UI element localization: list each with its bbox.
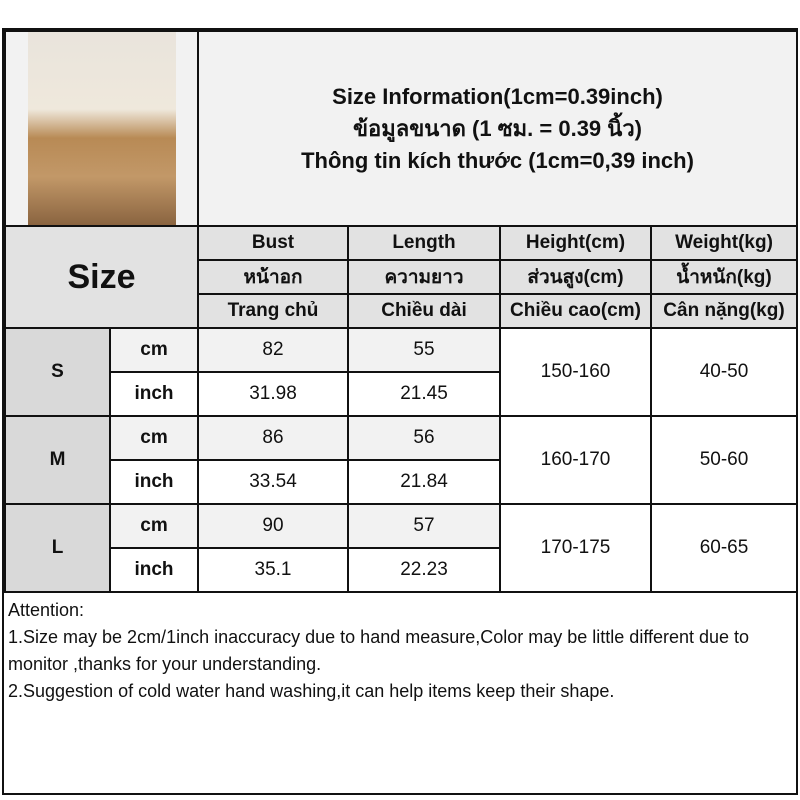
size-l: L (4, 503, 111, 593)
length-inch: 21.45 (347, 371, 501, 417)
header-weight-vi: Cân nặng(kg) (650, 293, 798, 329)
bust-cm: 86 (197, 415, 349, 461)
table-row: M cm 86 56 160-170 50-60 (4, 415, 798, 505)
table-row: inch 35.1 22.23 (5, 547, 797, 593)
size-chart: Size Information(1cm=0.39inch) ข้อมูลขนา… (2, 28, 798, 795)
table-row: S cm 82 55 150-160 40-50 (4, 327, 798, 417)
unit-cm: cm (109, 327, 199, 373)
table-row: L cm 90 57 170-175 60-65 (4, 503, 798, 593)
header-length-vi: Chiều dài (347, 293, 501, 329)
header-bust-vi: Trang chủ (197, 293, 349, 329)
bust-cm: 82 (197, 327, 349, 373)
bust-inch: 33.54 (197, 459, 349, 505)
header-length: Length (347, 225, 501, 261)
header-height-thai: ส่วนสูง(cm) (499, 259, 652, 295)
title-vietnamese: Thông tin kích thước (1cm=0,39 inch) (301, 147, 694, 173)
size-header: Size (4, 225, 199, 329)
header-height: Height(cm) (499, 225, 652, 261)
table-row: inch 31.98 21.45 (5, 371, 797, 417)
unit-inch: inch (109, 459, 199, 505)
header-weight: Weight(kg) (650, 225, 798, 261)
weight-range: 50-60 (650, 415, 798, 505)
length-inch: 21.84 (347, 459, 501, 505)
attention-notes: Attention: 1.Size may be 2cm/1inch inacc… (4, 595, 796, 707)
height-range: 160-170 (499, 415, 652, 505)
title-english: Size Information(1cm=0.39inch) (332, 83, 663, 109)
height-range: 150-160 (499, 327, 652, 417)
length-cm: 55 (347, 327, 501, 373)
table-row: inch 33.54 21.84 (5, 459, 797, 505)
size-table: Size Information(1cm=0.39inch) ข้อมูลขนา… (4, 30, 798, 593)
header-height-vi: Chiều cao(cm) (499, 293, 652, 329)
length-cm: 57 (347, 503, 501, 549)
bust-inch: 35.1 (197, 547, 349, 593)
attention-line-1: 1.Size may be 2cm/1inch inaccuracy due t… (8, 627, 750, 674)
chart-title: Size Information(1cm=0.39inch) ข้อมูลขนา… (197, 30, 798, 227)
bust-cm: 90 (197, 503, 349, 549)
attention-heading: Attention: (8, 600, 85, 620)
bust-inch: 31.98 (197, 371, 349, 417)
length-inch: 22.23 (347, 547, 501, 593)
header-weight-thai: น้ำหนัก(kg) (650, 259, 798, 295)
size-s: S (4, 327, 111, 417)
size-m: M (4, 415, 111, 505)
unit-cm: cm (109, 503, 199, 549)
weight-range: 40-50 (650, 327, 798, 417)
attention-line-2: 2.Suggestion of cold water hand washing,… (8, 681, 615, 701)
unit-cm: cm (109, 415, 199, 461)
unit-inch: inch (109, 547, 199, 593)
header-bust-thai: หน้าอก (197, 259, 349, 295)
length-cm: 56 (347, 415, 501, 461)
height-range: 170-175 (499, 503, 652, 593)
unit-inch: inch (109, 371, 199, 417)
product-photo-cell (4, 30, 199, 227)
title-thai: ข้อมูลขนาด (1 ซม. = 0.39 นิ้ว) (352, 115, 642, 141)
header-length-thai: ความยาว (347, 259, 501, 295)
product-photo (27, 32, 176, 225)
header-bust: Bust (197, 225, 349, 261)
weight-range: 60-65 (650, 503, 798, 593)
